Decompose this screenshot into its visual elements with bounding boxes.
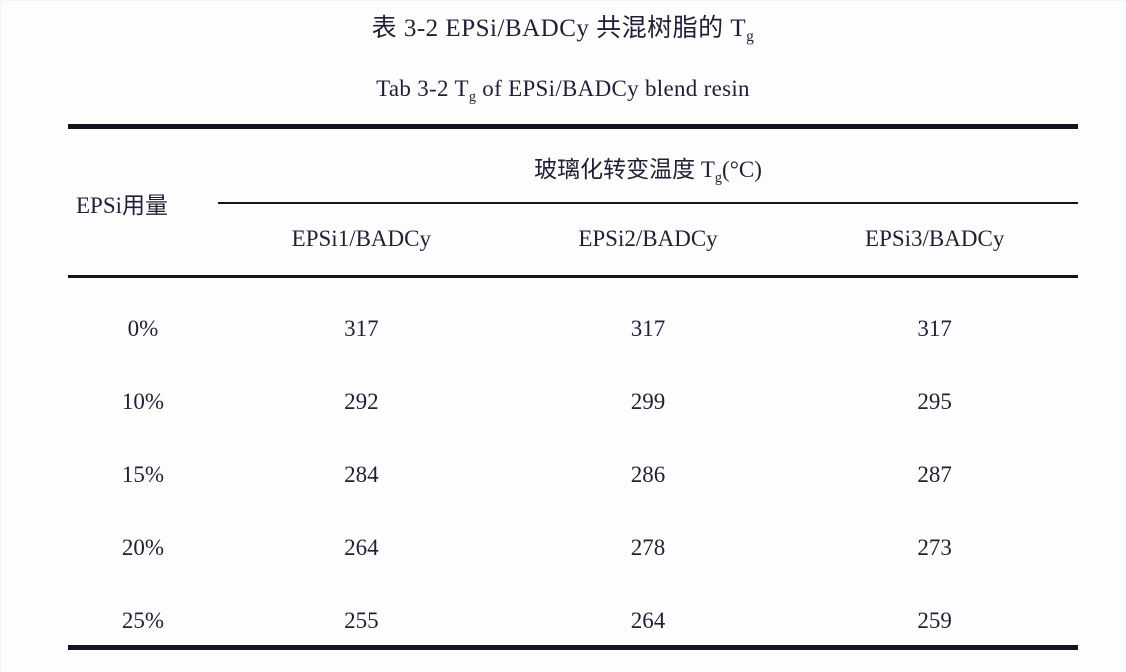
row-label: 0%: [127, 315, 159, 341]
row-label: 15%: [121, 461, 165, 487]
cell-value: 273: [917, 534, 952, 560]
group-header-prefix: 玻璃化转变温度 T: [534, 157, 715, 182]
table-top-rule: [68, 124, 1078, 129]
cell-value: 295: [917, 388, 952, 414]
row-label: 20%: [121, 534, 165, 560]
cell-value: 287: [917, 461, 952, 487]
column-header-3: EPSi3/BADCy: [865, 226, 1005, 251]
table-row: 25% 255 264 259: [68, 584, 1078, 657]
cell-value: 286: [630, 461, 666, 487]
cell-value: 292: [344, 388, 379, 414]
row-label: 10%: [121, 388, 165, 414]
cell-value: 317: [344, 315, 379, 341]
table-body: 0% 317 317 317 10% 292 299 295 15% 284 2…: [68, 292, 1078, 657]
column-header-1: EPSi1/BADCy: [291, 226, 431, 251]
cell-value: 255: [344, 607, 379, 633]
cell-value: 284: [344, 461, 379, 487]
cell-value: 317: [630, 315, 666, 341]
row-label: 25%: [121, 607, 165, 633]
scan-edge-top: [0, 0, 1126, 2]
cell-value: 264: [344, 534, 379, 560]
table-row: 0% 317 317 317: [68, 292, 1078, 365]
table-row: 20% 264 278 273: [68, 511, 1078, 584]
scan-edge-left: [0, 0, 3, 672]
cell-value: 259: [917, 607, 952, 633]
table-row: 10% 292 299 295: [68, 365, 1078, 438]
group-header-subscript: g: [714, 169, 723, 186]
caption-en-prefix: Tab 3-2 T: [376, 76, 469, 101]
cell-value: 278: [630, 534, 666, 560]
table-row: 15% 284 286 287: [68, 438, 1078, 511]
table-caption-chinese: 表 3-2 EPSi/BADCy 共混树脂的 Tg: [0, 8, 1126, 45]
header-body-rule: [68, 275, 1078, 278]
caption-en-subscript: g: [468, 88, 477, 105]
column-header-stub: EPSi用量: [76, 193, 169, 218]
cell-value: 299: [630, 388, 666, 414]
column-group-rule: [218, 202, 1078, 204]
cell-value: 317: [917, 315, 952, 341]
caption-cn-subscript: g: [746, 27, 755, 45]
table-caption-english: Tab 3-2 Tg of EPSi/BADCy blend resin: [0, 76, 1126, 105]
caption-cn-text: 表 3-2 EPSi/BADCy 共混树脂的 T: [371, 15, 747, 42]
caption-en-suffix: of EPSi/BADCy blend resin: [476, 76, 750, 101]
column-header-row: EPSi1/BADCy EPSi2/BADCy EPSi3/BADCy: [218, 226, 1078, 252]
table-bottom-rule: [68, 645, 1078, 650]
cell-value: 264: [630, 607, 666, 633]
column-group-header: 玻璃化转变温度 Tg(°C): [218, 150, 1078, 186]
group-header-suffix: (°C): [722, 157, 762, 182]
column-header-2: EPSi2/BADCy: [578, 226, 718, 251]
